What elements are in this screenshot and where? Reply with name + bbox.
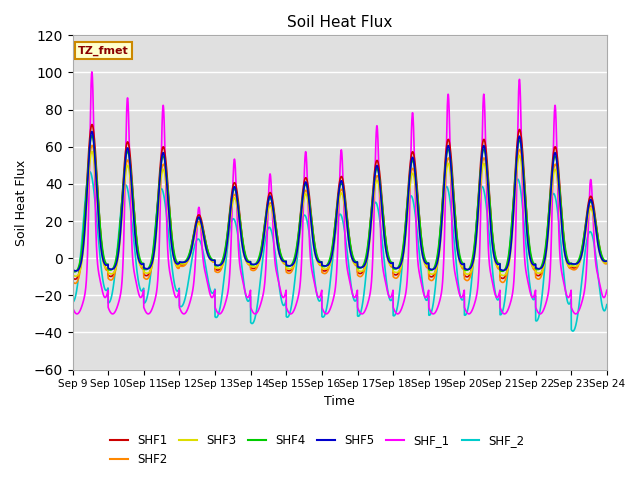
SHF3 bbox=[552, 169, 560, 175]
SHF_2 bbox=[183, 286, 191, 292]
SHF5 bbox=[401, 235, 409, 241]
SHF1 bbox=[603, 260, 611, 265]
SHF_1 bbox=[392, 310, 400, 316]
SHF_1 bbox=[552, 127, 560, 133]
SHF_2 bbox=[68, 300, 76, 305]
SHF_2 bbox=[401, 229, 409, 235]
SHF3 bbox=[401, 238, 409, 244]
SHF_1 bbox=[88, 69, 95, 75]
SHF3 bbox=[218, 263, 226, 269]
SHF_1 bbox=[184, 307, 191, 313]
SHF1 bbox=[184, 258, 191, 264]
SHF_1 bbox=[68, 304, 76, 310]
SHF1 bbox=[218, 263, 226, 268]
SHF4 bbox=[603, 258, 611, 264]
SHF_1 bbox=[218, 309, 226, 314]
SHF5 bbox=[603, 258, 611, 264]
SHF2 bbox=[552, 163, 560, 169]
Title: Soil Heat Flux: Soil Heat Flux bbox=[287, 15, 392, 30]
SHF_1 bbox=[603, 288, 611, 294]
SHF2 bbox=[401, 230, 409, 236]
SHF_2 bbox=[552, 199, 560, 204]
SHF1 bbox=[603, 260, 611, 266]
SHF4 bbox=[603, 258, 611, 264]
SHF2 bbox=[68, 278, 76, 284]
SHF2 bbox=[71, 280, 79, 286]
Line: SHF_2: SHF_2 bbox=[72, 172, 607, 331]
SHF_1 bbox=[401, 293, 409, 299]
SHF2 bbox=[184, 259, 191, 264]
SHF_2 bbox=[603, 302, 611, 308]
SHF4 bbox=[392, 266, 400, 272]
SHF2 bbox=[603, 261, 611, 266]
SHF3 bbox=[68, 272, 76, 277]
Line: SHF_1: SHF_1 bbox=[72, 72, 607, 314]
X-axis label: Time: Time bbox=[324, 395, 355, 408]
Line: SHF1: SHF1 bbox=[72, 124, 607, 279]
SHF4 bbox=[218, 258, 226, 264]
Legend: SHF1, SHF2, SHF3, SHF4, SHF5, SHF_1, SHF_2: SHF1, SHF2, SHF3, SHF4, SHF5, SHF_1, SHF… bbox=[105, 429, 529, 471]
SHF5 bbox=[552, 154, 560, 160]
SHF_2 bbox=[392, 311, 399, 316]
Line: SHF5: SHF5 bbox=[72, 132, 607, 271]
SHF2 bbox=[218, 264, 226, 270]
SHF3 bbox=[392, 270, 400, 276]
SHF3 bbox=[603, 260, 611, 265]
Line: SHF4: SHF4 bbox=[72, 136, 607, 272]
SHF_2 bbox=[569, 328, 577, 334]
SHF5 bbox=[184, 258, 191, 264]
SHF_2 bbox=[218, 293, 226, 299]
SHF4 bbox=[401, 224, 409, 229]
SHF4 bbox=[68, 268, 76, 274]
SHF5 bbox=[68, 267, 76, 273]
SHF5 bbox=[218, 261, 226, 266]
SHF4 bbox=[71, 269, 79, 275]
SHF2 bbox=[392, 276, 400, 281]
SHF3 bbox=[184, 259, 191, 264]
SHF4 bbox=[88, 133, 96, 139]
SHF1 bbox=[68, 275, 76, 281]
SHF3 bbox=[88, 149, 96, 155]
SHF1 bbox=[552, 147, 560, 153]
Line: SHF3: SHF3 bbox=[72, 152, 607, 276]
SHF4 bbox=[184, 256, 191, 262]
SHF3 bbox=[72, 273, 79, 279]
SHF2 bbox=[603, 261, 611, 266]
SHF_2 bbox=[86, 169, 93, 175]
SHF5 bbox=[392, 265, 400, 271]
SHF4 bbox=[552, 156, 560, 162]
SHF5 bbox=[72, 268, 80, 274]
SHF1 bbox=[71, 276, 79, 282]
SHF1 bbox=[401, 226, 409, 232]
SHF1 bbox=[392, 272, 400, 278]
SHF_2 bbox=[603, 302, 611, 308]
SHF5 bbox=[603, 258, 611, 264]
SHF1 bbox=[88, 121, 96, 127]
Line: SHF2: SHF2 bbox=[72, 145, 607, 283]
SHF2 bbox=[88, 143, 96, 148]
SHF5 bbox=[88, 129, 96, 134]
Text: TZ_fmet: TZ_fmet bbox=[78, 46, 129, 56]
SHF_1 bbox=[180, 311, 188, 317]
SHF_1 bbox=[603, 288, 611, 293]
SHF3 bbox=[603, 259, 611, 265]
Y-axis label: Soil Heat Flux: Soil Heat Flux bbox=[15, 159, 28, 246]
